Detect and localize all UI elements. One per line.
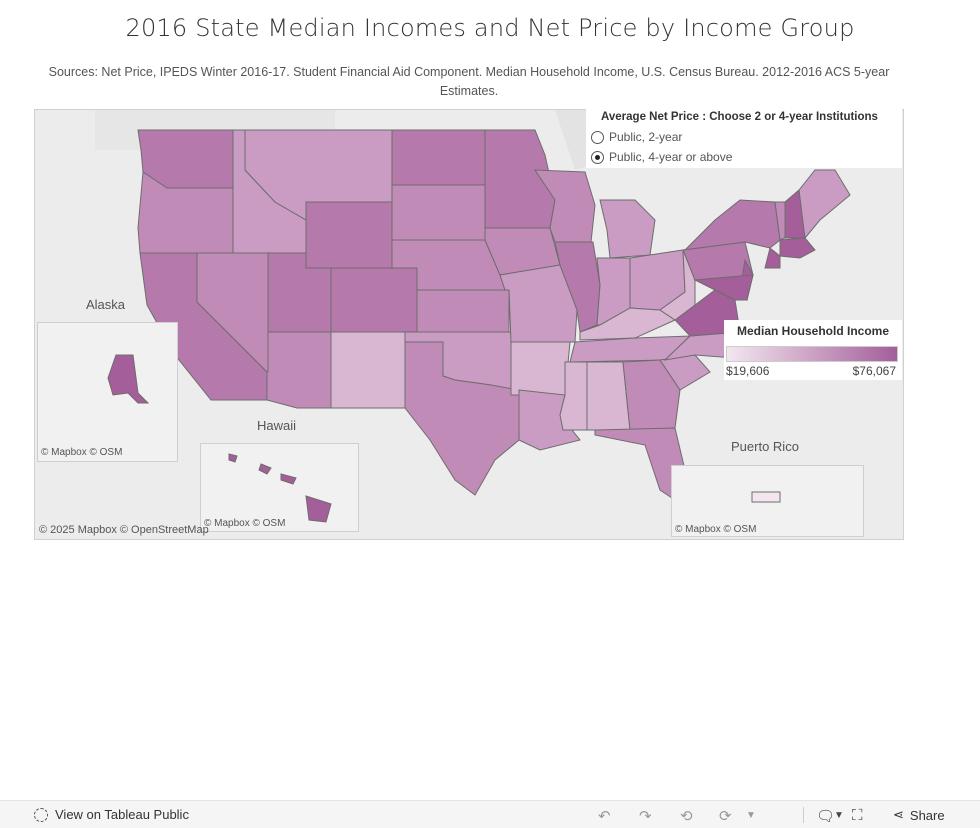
view-on-tableau-label: View on Tableau Public (55, 807, 189, 822)
comment-icon[interactable]: 🗨 (816, 808, 836, 825)
state-michigan[interactable] (599, 199, 656, 259)
tableau-icon (34, 807, 48, 822)
choropleth-map[interactable]: Alaska © Mapbox © OSM Hawaii © Mapbox © … (34, 109, 904, 540)
share-button[interactable]: ⋖ Share (893, 807, 945, 823)
option-public-4-year[interactable]: Public, 4-year or above (591, 150, 732, 164)
states-layer (137, 129, 851, 501)
tableau-toolbar: View on Tableau Public ↶ ↷ ⟲ ⟳ ▼ 🗨 ▼ ⛶ ⋖… (0, 800, 980, 828)
state-north-dakota[interactable] (391, 129, 486, 186)
state-south-dakota[interactable] (391, 184, 486, 241)
dashboard-subtitle: Sources: Net Price, IPEDS Winter 2016-17… (48, 65, 890, 98)
redo-icon[interactable]: ↷ (639, 808, 652, 825)
puerto-rico-credit: © Mapbox © OSM (675, 524, 757, 535)
hawaii-inset-title: Hawaii (257, 418, 297, 433)
legend-max: $76,067 (852, 364, 896, 378)
map-svg[interactable] (35, 110, 903, 539)
filter-title: Average Net Price : Choose 2 or 4-year I… (601, 111, 878, 123)
alaska-inset-svg (107, 354, 150, 404)
puerto-rico-inset-title: Puerto Rico (731, 439, 799, 454)
state-new-mexico[interactable] (330, 331, 406, 409)
state-colorado[interactable] (330, 267, 418, 333)
state-massachusetts[interactable] (779, 237, 816, 259)
state-alaska[interactable] (107, 354, 150, 404)
hawaii-inset-svg (228, 453, 332, 523)
toolbar-divider (803, 807, 804, 823)
option-public-2-year[interactable]: Public, 2-year (591, 130, 682, 144)
fullscreen-icon[interactable]: ⛶ (852, 807, 863, 824)
state-vermont[interactable] (770, 201, 786, 241)
undo-icon[interactable]: ↶ (598, 808, 611, 825)
alaska-inset[interactable]: © Mapbox © OSM (37, 322, 178, 462)
state-new-york[interactable] (682, 199, 781, 251)
legend-title: Median Household Income (737, 324, 890, 338)
revert-icon[interactable]: ⟲ (680, 808, 693, 825)
state-florida[interactable] (594, 427, 686, 501)
option-label: Public, 4-year or above (609, 150, 733, 164)
state-puerto-rico[interactable] (751, 491, 781, 503)
state-maryland[interactable] (693, 274, 754, 301)
dashboard-title: 2016 State Median Incomes and Net Price … (125, 14, 855, 42)
puerto-rico-inset-svg (751, 491, 781, 503)
share-icon: ⋖ (893, 807, 904, 822)
hawaii-credit: © Mapbox © OSM (204, 518, 286, 529)
puerto-rico-inset[interactable]: © Mapbox © OSM (671, 465, 864, 537)
alaska-inset-title: Alaska (86, 297, 126, 312)
color-legend: Median Household Income $19,606 $76,067 (724, 320, 902, 380)
institution-type-filter: Average Net Price : Choose 2 or 4-year I… (586, 109, 902, 168)
alaska-credit: © Mapbox © OSM (41, 447, 123, 458)
state-georgia[interactable] (622, 359, 681, 431)
chevron-down-icon[interactable]: ▼ (834, 810, 844, 821)
refresh-icon[interactable]: ⟳ (719, 808, 732, 825)
legend-gradient (726, 346, 898, 362)
view-on-tableau-link[interactable]: View on Tableau Public (34, 807, 189, 822)
state-wyoming[interactable] (305, 201, 393, 269)
share-label: Share (909, 807, 945, 823)
state-maine[interactable] (798, 169, 851, 240)
state-arizona[interactable] (266, 331, 332, 409)
state-arkansas[interactable] (510, 341, 571, 396)
legend-min: $19,606 (726, 364, 770, 378)
radio-4-year-selected[interactable] (591, 150, 604, 164)
hawaii-inset[interactable]: © Mapbox © OSM (200, 443, 359, 532)
option-label: Public, 2-year (609, 130, 683, 144)
map-credit[interactable]: © 2025 Mapbox © OpenStreetMap (39, 524, 209, 536)
state-connecticut[interactable] (764, 247, 781, 269)
radio-2-year[interactable] (591, 130, 604, 144)
state-hawaii[interactable] (228, 453, 332, 523)
state-kansas[interactable] (416, 289, 510, 333)
chevron-down-icon[interactable]: ▼ (746, 810, 756, 821)
